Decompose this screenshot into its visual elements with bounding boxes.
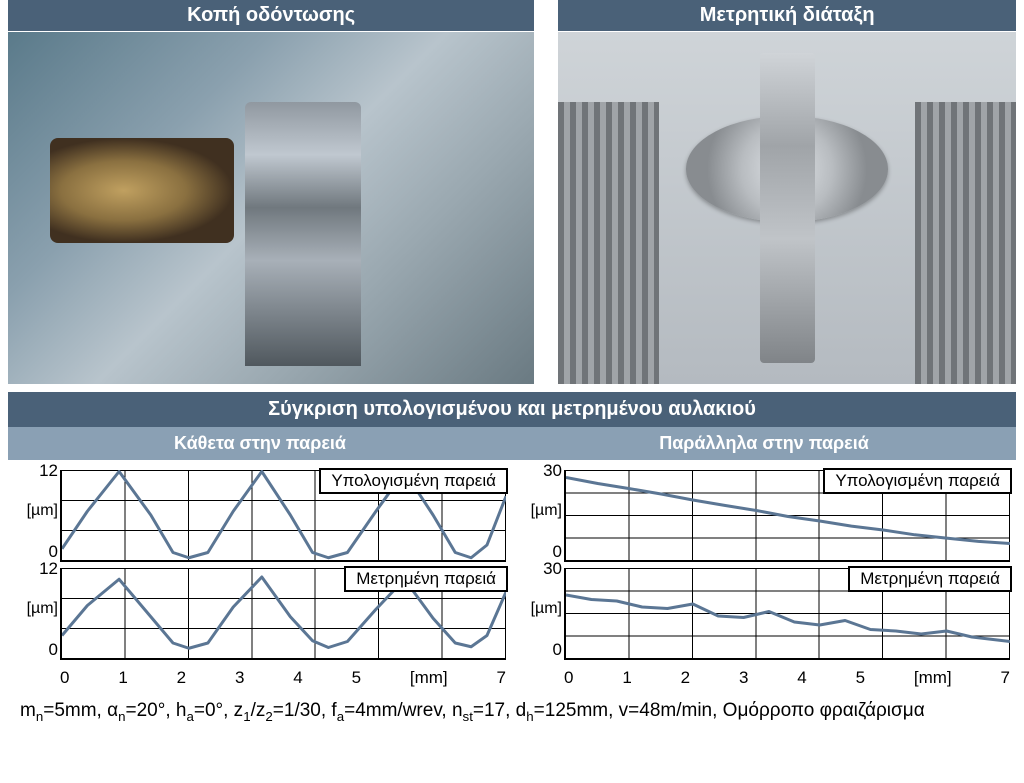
subhead-para: Παράλληλα στην παρειά	[512, 427, 1016, 460]
xtick: 4	[797, 668, 806, 688]
chart-right-computed: Υπολογισμένη παρειά 30 [µm] 0	[564, 470, 1010, 562]
chart-left-measured: Μετρημένη παρειά 12 [µm] 0	[60, 568, 506, 660]
xtick: 7	[497, 668, 506, 688]
comparison-title: Σύγκριση υπολογισμένου και μετρημένου αυ…	[8, 392, 1016, 427]
comparison-section: Σύγκριση υπολογισμένου και μετρημένου αυ…	[0, 384, 1024, 783]
xtick: 5	[352, 668, 361, 688]
ytick: 12	[39, 560, 62, 577]
panel-cutting-title: Κοπή οδόντωσης	[8, 0, 534, 31]
ytick-unit: [µm]	[531, 503, 566, 519]
chart-label-measured: Μετρημένη παρειά	[848, 566, 1012, 592]
xtick: 3	[235, 668, 244, 688]
comparison-subheads: Κάθετα στην παρειά Παράλληλα στην παρειά	[8, 427, 1016, 460]
xticks-right: 0 1 2 3 4 5 [mm] 7	[564, 668, 1010, 688]
photo-cutting	[8, 31, 534, 384]
chart-label-measured: Μετρημένη παρειά	[344, 566, 508, 592]
xtick: 5	[856, 668, 865, 688]
ytick-unit: [µm]	[531, 601, 566, 617]
chart-label-computed: Υπολογισμένη παρειά	[319, 468, 508, 494]
xtick: 4	[293, 668, 302, 688]
panel-cutting: Κοπή οδόντωσης	[8, 0, 534, 384]
top-photo-row: Κοπή οδόντωσης Μετρητική διάταξη	[0, 0, 1024, 384]
subhead-perp: Κάθετα στην παρειά	[8, 427, 512, 460]
ytick: 30	[543, 462, 566, 479]
params-text: mn=5mm, αn=20°, ha=0°, z1/z2=1/30, fa=4m…	[20, 700, 925, 721]
ytick: 0	[49, 641, 62, 658]
ytick: 0	[553, 641, 566, 658]
charts-row: Υπολογισμένη παρειά 12 [µm] 0 Μετρημένη …	[8, 470, 1016, 688]
figure-root: Κοπή οδόντωσης Μετρητική διάταξη Σύγκρισ…	[0, 0, 1024, 783]
chart-col-right: Υπολογισμένη παρειά 30 [µm] 0 Μετρημένη …	[518, 470, 1010, 688]
xtick: [mm]	[914, 668, 952, 688]
photo-measurement	[558, 31, 1016, 384]
ytick: 0	[553, 543, 566, 560]
xtick: 1	[622, 668, 631, 688]
xtick: 0	[564, 668, 573, 688]
panel-measurement-title: Μετρητική διάταξη	[558, 0, 1016, 31]
ytick-unit: [µm]	[27, 601, 62, 617]
xtick: 2	[681, 668, 690, 688]
xtick: [mm]	[410, 668, 448, 688]
chart-left-computed: Υπολογισμένη παρειά 12 [µm] 0	[60, 470, 506, 562]
panel-measurement: Μετρητική διάταξη	[558, 0, 1016, 384]
yticks-right-measured: 30 [µm] 0	[520, 560, 566, 658]
parameters: mn=5mm, αn=20°, ha=0°, z1/z2=1/30, fa=4m…	[8, 688, 1016, 726]
chart-col-left: Υπολογισμένη παρειά 12 [µm] 0 Μετρημένη …	[14, 470, 506, 688]
xaxis-right: 0 1 2 3 4 5 [mm] 7	[564, 668, 1010, 688]
yticks-right-computed: 30 [µm] 0	[520, 462, 566, 560]
ytick-unit: [µm]	[27, 503, 62, 519]
yticks-left-measured: 12 [µm] 0	[16, 560, 62, 658]
chart-label-computed: Υπολογισμένη παρειά	[823, 468, 1012, 494]
xaxis-left: 0 1 2 3 4 5 [mm] 7	[60, 668, 506, 688]
xtick: 2	[177, 668, 186, 688]
ytick: 30	[543, 560, 566, 577]
xtick: 1	[118, 668, 127, 688]
xtick: 7	[1001, 668, 1010, 688]
ytick: 0	[49, 543, 62, 560]
xtick: 3	[739, 668, 748, 688]
xtick: 0	[60, 668, 69, 688]
yticks-left-computed: 12 [µm] 0	[16, 462, 62, 560]
ytick: 12	[39, 462, 62, 479]
xticks-left: 0 1 2 3 4 5 [mm] 7	[60, 668, 506, 688]
chart-right-measured: Μετρημένη παρειά 30 [µm] 0	[564, 568, 1010, 660]
